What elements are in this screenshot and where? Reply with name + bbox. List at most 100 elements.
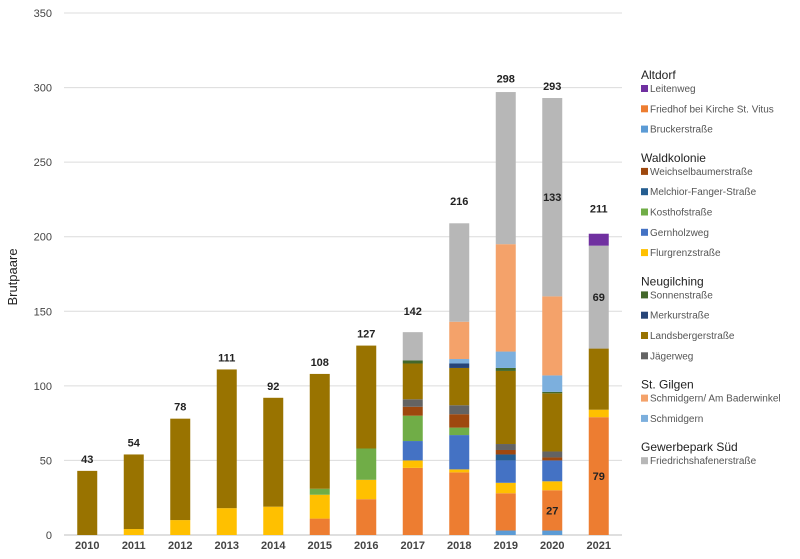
- legend-swatch: [641, 249, 648, 257]
- legend-swatch: [641, 394, 648, 402]
- y-tick-label: 0: [46, 530, 52, 542]
- bar-segment: [495, 444, 516, 450]
- bars: [77, 92, 609, 535]
- bar-segment: [495, 92, 516, 245]
- bar-segment: [170, 520, 191, 535]
- bar-segment: [542, 481, 563, 491]
- legend-item: Sonnenstraße: [650, 290, 713, 301]
- total-label: 92: [267, 381, 279, 393]
- bar-segment: [123, 454, 144, 530]
- bar-segment: [449, 414, 470, 428]
- bar-segment: [309, 373, 330, 489]
- bar-segment: [449, 472, 470, 535]
- total-label: 127: [357, 329, 375, 341]
- bar-segment: [542, 98, 563, 297]
- legend-swatch: [641, 332, 648, 339]
- y-axis-title: Brutpaare: [5, 248, 20, 305]
- total-label: 298: [497, 74, 515, 86]
- bar-segment: [542, 391, 563, 394]
- bar-segment: [449, 363, 470, 368]
- x-tick-label: 2019: [494, 540, 518, 552]
- bar-segment: [495, 530, 516, 535]
- bar-segment: [356, 479, 377, 500]
- bar-segment: [495, 351, 516, 368]
- bar-segment: [542, 490, 563, 531]
- bar-segment: [542, 451, 563, 458]
- bar-segment: [77, 470, 98, 535]
- legend-item: Friedhof bei Kirche St. Vitus: [650, 104, 774, 115]
- bar-segment: [449, 321, 470, 360]
- bar-segment: [402, 360, 423, 364]
- legend-swatch: [641, 414, 648, 422]
- x-tick-label: 2014: [261, 540, 286, 552]
- bar-segment: [449, 435, 470, 470]
- x-tick-label: 2012: [168, 540, 192, 552]
- segment-labels: 27 133 79 69: [543, 192, 605, 517]
- bar-segment: [542, 460, 563, 482]
- legend-item: Bruckerstraße: [650, 125, 713, 136]
- bar-segment: [449, 359, 470, 364]
- total-label: 211: [590, 203, 608, 215]
- bar-segment: [263, 506, 284, 535]
- bar-segment: [588, 409, 609, 418]
- bar-segment: [495, 449, 516, 455]
- x-tick-label: 2011: [122, 540, 146, 552]
- bar-segment: [588, 348, 609, 410]
- bar-segment: [495, 244, 516, 352]
- bar-segment: [542, 530, 563, 535]
- legend-swatch: [641, 125, 648, 133]
- bar-segment: [216, 508, 237, 535]
- y-tick-label: 150: [34, 306, 52, 318]
- bar-segment: [495, 370, 516, 445]
- gridlines: [64, 12, 622, 536]
- bar-segment: [402, 363, 423, 400]
- total-label: 108: [311, 357, 329, 369]
- x-tick-label: 2021: [587, 540, 611, 552]
- legend-item: Merkurstraße: [650, 311, 710, 322]
- total-label: 111: [218, 352, 235, 364]
- total-label: 142: [404, 306, 422, 318]
- total-label: 78: [174, 402, 186, 414]
- bar-segment: [402, 441, 423, 461]
- data-label: 69: [593, 292, 605, 304]
- data-label: 133: [543, 192, 561, 204]
- legend-item: Weichselbaumerstraße: [650, 167, 753, 178]
- total-label: 293: [543, 81, 561, 93]
- legend-swatch: [641, 228, 648, 236]
- bar-segment: [542, 457, 563, 461]
- legend-item: Schmidgern/ Am Baderwinkel: [650, 394, 781, 405]
- bar-segment: [263, 397, 284, 507]
- x-tick-label: 2010: [75, 540, 99, 552]
- bar-segment: [402, 460, 423, 468]
- data-label: 79: [593, 471, 605, 483]
- x-tick-label: 2020: [540, 540, 564, 552]
- x-axis-ticks: 2010 2011 2012 2013 2014 2015 2016 2017 2018 2019…: [75, 540, 611, 552]
- legend-group-title: Waldkolonie: [641, 151, 706, 165]
- legend-swatch: [641, 105, 648, 113]
- legend-group-title: Neugilching: [641, 274, 704, 288]
- legend-item: Jägerweg: [650, 351, 693, 362]
- bar-segment: [495, 454, 516, 461]
- bar-segment: [123, 529, 144, 535]
- legend-item: Melchior-Fanger-Straße: [650, 187, 757, 198]
- bar-segment: [495, 493, 516, 531]
- bar-segment: [402, 332, 423, 361]
- legend-item: Schmidgern: [650, 414, 703, 425]
- y-tick-label: 350: [34, 8, 52, 20]
- x-tick-label: 2015: [308, 540, 332, 552]
- bar-segment: [356, 448, 377, 480]
- legend-group-title: Gewerbepark Süd: [641, 440, 738, 454]
- bar-segment: [402, 415, 423, 442]
- y-tick-label: 50: [40, 455, 52, 467]
- total-label: 54: [128, 437, 141, 449]
- x-tick-label: 2016: [354, 540, 378, 552]
- bar-segment: [449, 427, 470, 436]
- legend-swatch: [641, 291, 648, 299]
- legend-item: Leitenweg: [650, 84, 696, 95]
- bar-segment: [309, 494, 330, 519]
- legend-swatch: [641, 188, 648, 196]
- bar-segment: [449, 469, 470, 473]
- y-tick-label: 100: [34, 381, 52, 393]
- legend-swatch: [641, 167, 648, 175]
